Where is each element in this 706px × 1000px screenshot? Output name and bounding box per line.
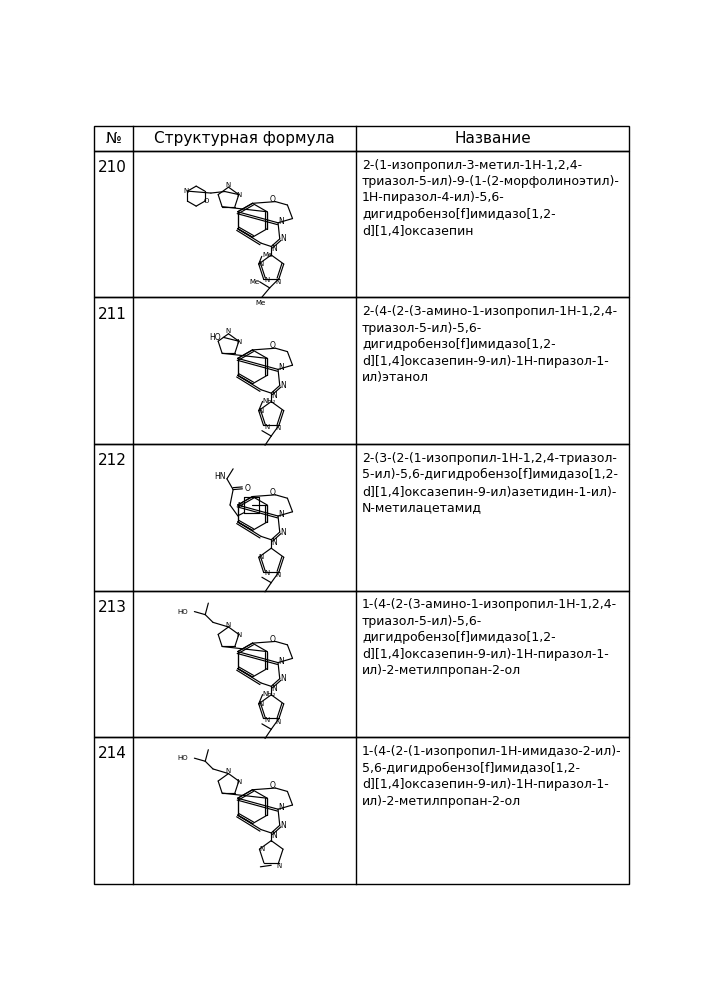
Text: N: N bbox=[278, 657, 284, 666]
Text: N: N bbox=[226, 328, 231, 334]
Text: N: N bbox=[237, 339, 241, 345]
Text: HO: HO bbox=[210, 333, 222, 342]
Text: HO: HO bbox=[177, 755, 189, 761]
Text: 212: 212 bbox=[98, 453, 127, 468]
Text: N: N bbox=[281, 381, 287, 390]
Text: N: N bbox=[278, 510, 284, 519]
Text: O: O bbox=[270, 195, 275, 204]
Text: N: N bbox=[226, 622, 231, 628]
Text: 2-(3-(2-(1-изопропил-1Н-1,2,4-триазол-
5-ил)-5,6-дигидробензо[f]имидазо[1,2-
d][: 2-(3-(2-(1-изопропил-1Н-1,2,4-триазол- 5… bbox=[362, 452, 618, 514]
Text: HO: HO bbox=[177, 609, 189, 615]
Text: O: O bbox=[270, 635, 275, 644]
Text: N: N bbox=[275, 719, 281, 725]
Text: O: O bbox=[270, 341, 275, 350]
Text: N: N bbox=[264, 570, 269, 576]
Text: Me: Me bbox=[262, 252, 273, 258]
Text: N: N bbox=[258, 261, 263, 267]
Bar bbox=[95, 444, 629, 591]
Text: N: N bbox=[264, 717, 269, 723]
Text: 1-(4-(2-(3-амино-1-изопропил-1Н-1,2,4-
триазол-5-ил)-5,6-
дигидробензо[f]имидазо: 1-(4-(2-(3-амино-1-изопропил-1Н-1,2,4- т… bbox=[362, 598, 617, 677]
Text: N: N bbox=[264, 277, 269, 283]
Text: N: N bbox=[258, 408, 263, 414]
Text: Название: Название bbox=[455, 131, 531, 146]
Text: N: N bbox=[184, 188, 189, 194]
Text: O: O bbox=[245, 484, 251, 493]
Text: O: O bbox=[204, 198, 209, 204]
Text: 2-(4-(2-(3-амино-1-изопропил-1Н-1,2,4-
триазол-5-ил)-5,6-
дигидробензо[f]имидазо: 2-(4-(2-(3-амино-1-изопропил-1Н-1,2,4- т… bbox=[362, 305, 617, 384]
Text: N: N bbox=[278, 217, 284, 226]
Text: N: N bbox=[237, 192, 241, 198]
Text: 210: 210 bbox=[98, 160, 127, 175]
Text: N: N bbox=[281, 821, 287, 830]
Text: Структурная формула: Структурная формула bbox=[155, 131, 335, 146]
Text: N: N bbox=[281, 528, 287, 537]
Text: N: N bbox=[271, 831, 277, 840]
Text: 214: 214 bbox=[98, 746, 127, 761]
Text: N: N bbox=[281, 674, 287, 683]
Text: O: O bbox=[270, 488, 275, 497]
Text: 2-(1-изопропил-3-метил-1Н-1,2,4-
триазол-5-ил)-9-(1-(2-морфолиноэтил)-
1Н-пиразо: 2-(1-изопропил-3-метил-1Н-1,2,4- триазол… bbox=[362, 158, 620, 238]
Text: 1-(4-(2-(1-изопропил-1Н-имидазо-2-ил)-
5,6-дигидробензо[f]имидазо[1,2-
d][1,4]ок: 1-(4-(2-(1-изопропил-1Н-имидазо-2-ил)- 5… bbox=[362, 745, 621, 808]
Text: №: № bbox=[106, 131, 121, 146]
Text: N: N bbox=[275, 572, 281, 578]
Text: N: N bbox=[237, 632, 241, 638]
Bar bbox=[95, 737, 629, 884]
Bar bbox=[95, 151, 629, 297]
Text: Me: Me bbox=[256, 300, 265, 306]
Bar bbox=[95, 126, 629, 151]
Text: N: N bbox=[278, 803, 284, 812]
Text: N: N bbox=[271, 538, 277, 547]
Text: N: N bbox=[271, 244, 277, 253]
Text: N: N bbox=[237, 779, 241, 785]
Text: N: N bbox=[237, 502, 243, 508]
Bar bbox=[95, 297, 629, 444]
Text: N: N bbox=[264, 424, 269, 430]
Text: N: N bbox=[258, 701, 263, 707]
Text: NH₂: NH₂ bbox=[263, 691, 276, 697]
Text: N: N bbox=[275, 279, 281, 285]
Text: 211: 211 bbox=[98, 307, 127, 322]
Text: N: N bbox=[278, 363, 284, 372]
Text: HN: HN bbox=[214, 472, 226, 481]
Text: Me: Me bbox=[249, 279, 259, 285]
Text: N: N bbox=[275, 425, 281, 431]
Bar bbox=[95, 591, 629, 737]
Text: N: N bbox=[271, 391, 277, 400]
Text: N: N bbox=[271, 684, 277, 693]
Text: N: N bbox=[281, 234, 287, 243]
Text: NH₂: NH₂ bbox=[263, 398, 276, 404]
Text: 213: 213 bbox=[98, 600, 127, 615]
Text: N: N bbox=[259, 846, 264, 852]
Text: N: N bbox=[226, 768, 231, 774]
Text: O: O bbox=[270, 781, 275, 790]
Text: N: N bbox=[258, 554, 263, 560]
Text: N: N bbox=[226, 182, 231, 188]
Text: N: N bbox=[276, 863, 281, 869]
